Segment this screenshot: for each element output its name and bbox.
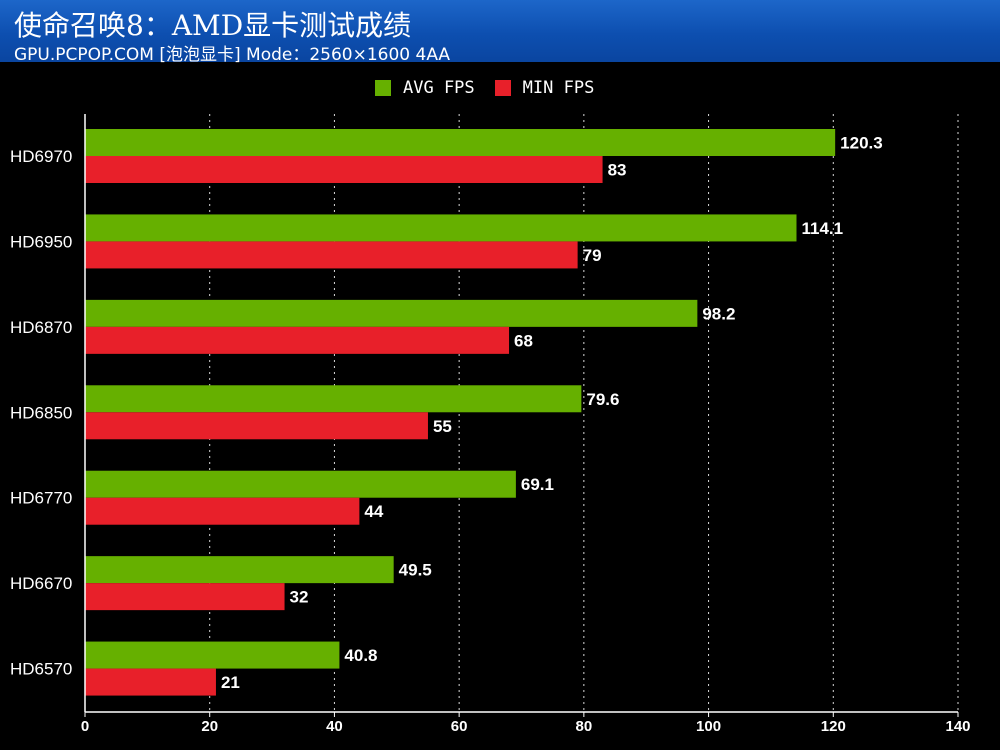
category-label: HD6870: [10, 318, 72, 337]
chart-title: 使命召唤8：AMD显卡测试成绩: [14, 9, 412, 42]
data-label: 32: [290, 588, 309, 607]
data-label: 114.1: [801, 219, 843, 238]
data-label: 44: [364, 502, 383, 521]
legend-label-avg: AVG FPS: [403, 78, 475, 98]
data-label: 21: [221, 673, 240, 692]
legend-swatch-min: [494, 80, 511, 96]
legend-label-min: MIN FPS: [522, 78, 595, 98]
data-label: 55: [433, 417, 452, 436]
bar-min-fps: [85, 156, 603, 183]
bar-avg-fps: [85, 385, 582, 413]
bar-min-fps: [85, 241, 578, 269]
data-label: 98.2: [702, 304, 735, 323]
data-label: 79: [583, 246, 602, 265]
category-label: HD6770: [10, 489, 72, 508]
legend-item-avg: AVG FPS: [375, 78, 475, 98]
data-label: 68: [514, 331, 533, 350]
bar-min-fps: [85, 326, 510, 354]
bar-min-fps: [85, 412, 428, 440]
category-label: HD6950: [10, 232, 72, 251]
x-tick-label: 140: [945, 718, 970, 735]
x-tick-label: 20: [201, 718, 218, 735]
category-label: HD6970: [10, 147, 72, 166]
bar-avg-fps: [85, 129, 836, 156]
x-tick-label: 60: [451, 718, 468, 735]
x-tick-label: 100: [696, 718, 721, 735]
x-tick-label: 0: [81, 718, 89, 735]
x-tick-label: 80: [576, 718, 593, 735]
bar-avg-fps: [85, 641, 340, 669]
category-label: HD6850: [10, 403, 72, 422]
data-label: 49.5: [399, 561, 432, 580]
category-label: HD6670: [10, 574, 72, 593]
bar-min-fps: [85, 668, 216, 696]
data-label: 83: [608, 161, 627, 180]
x-tick-label: 40: [326, 718, 343, 735]
data-label: 40.8: [344, 646, 377, 665]
bar-avg-fps: [85, 299, 698, 327]
category-label: HD6570: [10, 660, 72, 679]
data-label: 79.6: [586, 390, 619, 409]
legend-swatch-avg: [375, 80, 391, 96]
title-banner: 使命召唤8：AMD显卡测试成绩 GPU.PCPOP.COM [泡泡显卡] Mod…: [0, 0, 1000, 65]
bar-min-fps: [85, 497, 360, 525]
legend: AVG FPS MIN FPS: [375, 78, 614, 98]
x-tick-label: 120: [821, 718, 846, 735]
legend-item-min: MIN FPS: [494, 78, 595, 98]
bar-avg-fps: [85, 470, 516, 498]
chart-subtitle: GPU.PCPOP.COM [泡泡显卡] Mode：2560×1600 4AA: [14, 45, 451, 65]
bar-avg-fps: [85, 556, 394, 584]
bar-min-fps: [85, 583, 285, 611]
bar-avg-fps: [85, 214, 797, 242]
data-label: 120.3: [840, 134, 883, 153]
data-label: 69.1: [521, 475, 554, 494]
